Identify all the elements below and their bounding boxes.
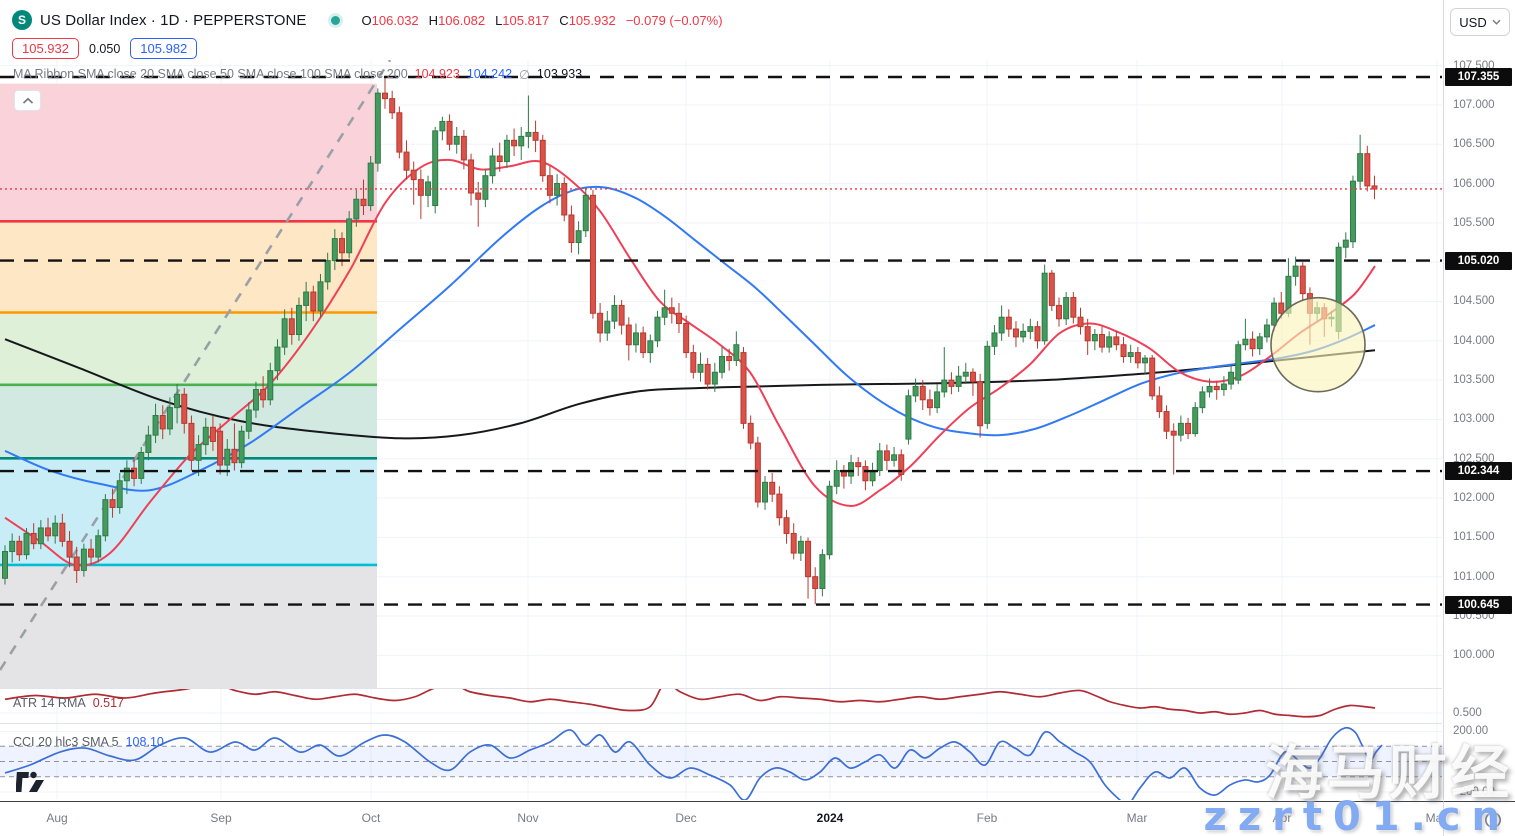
price-tick-label: 102.500 [1453, 452, 1495, 465]
price-level-badge[interactable]: 100.645 [1445, 595, 1512, 614]
candlestick-series [2, 78, 1378, 605]
atr-legend[interactable]: ATR 14 RMA 0.517 [13, 696, 124, 710]
cci-tick-label: 200.00 [1453, 725, 1489, 737]
high-label: H [428, 12, 439, 28]
price-tick-label: 104.000 [1453, 334, 1495, 347]
sma50-value: 104.242 [466, 67, 513, 81]
sma50-line[interactable] [4, 185, 1376, 492]
close-label: C [559, 12, 569, 28]
cci-line [4, 726, 1383, 800]
low-label: L [495, 12, 503, 28]
time-axis-label: 2024 [816, 811, 844, 825]
price-tick-label: 107.000 [1453, 98, 1495, 111]
currency-select[interactable]: USD [1450, 8, 1510, 36]
pivot-zones [0, 83, 377, 688]
close-value: 105.932 [568, 12, 616, 28]
time-axis-label: Nov [517, 811, 539, 825]
time-axis-label: Mar [1126, 811, 1148, 825]
low-value: 105.817 [502, 12, 550, 28]
atr-pane [4, 689, 1376, 718]
price-tick-label: 106.000 [1453, 177, 1495, 190]
sma20-value: 104.923 [414, 67, 460, 81]
time-axis-label: May [1425, 811, 1449, 825]
atr-tick-label: 0.500 [1453, 707, 1482, 719]
price-level-badge[interactable]: 102.344 [1445, 462, 1512, 480]
high-value: 106.082 [438, 12, 486, 28]
cci-value: 108.10 [125, 735, 164, 749]
market-open-dot-icon [330, 15, 340, 25]
time-axis-label: Aug [46, 811, 68, 825]
price-tick-label: 103.000 [1453, 413, 1495, 426]
price-axis[interactable]: USD 100.000 100.500 101.000 101.500 102.000 1… [1443, 0, 1515, 800]
sell-button[interactable]: 105.932 [12, 38, 79, 59]
symbol-logo[interactable]: S [12, 10, 32, 30]
tradingview-logo-icon[interactable] [15, 770, 48, 799]
time-axis-label: Sep [210, 811, 232, 825]
chevron-up-icon [22, 97, 33, 104]
chevron-down-icon [1492, 19, 1501, 25]
price-tick-label: 101.000 [1453, 570, 1495, 583]
price-tick-label: 106.500 [1453, 138, 1495, 151]
buy-button[interactable]: 105.982 [130, 38, 198, 59]
symbol-logo-letter: S [17, 13, 26, 27]
price-level-badge[interactable]: 105.020 [1445, 251, 1512, 270]
time-axis-label: Feb [976, 811, 998, 825]
collapse-indicator-button[interactable] [14, 90, 41, 111]
key-levels [0, 75, 1442, 606]
ohlc-readout: O106.032 H106.082 L105.817 C105.932 −0.0… [362, 13, 723, 28]
time-axis-label: Oct [361, 811, 381, 825]
price-tick-label: 103.500 [1453, 374, 1495, 387]
open-label: O [361, 12, 372, 28]
trendline[interactable] [0, 60, 392, 671]
time-axis[interactable]: Aug Sep Oct Nov Dec 2024 Feb Mar Apr May [0, 801, 1448, 836]
atr-line [4, 689, 1376, 718]
ma-ribbon-label: MA Ribbon SMA close 20 SMA close 50 SMA … [13, 67, 408, 81]
symbol-title[interactable]: US Dollar Index · 1D · PEPPERSTONE [40, 11, 307, 29]
symbol-header: S US Dollar Index · 1D · PEPPERSTONE O10… [12, 8, 723, 32]
cci-pane [0, 726, 1442, 800]
currency-label: USD [1459, 14, 1487, 30]
ma-ribbon-legend[interactable]: MA Ribbon SMA close 20 SMA close 50 SMA … [13, 67, 582, 82]
price-tick-label: 105.500 [1453, 216, 1495, 229]
atr-label: ATR 14 RMA [13, 696, 86, 710]
price-tick-label: 102.000 [1453, 492, 1495, 505]
spread-value: 0.050 [89, 41, 121, 56]
price-tick-label: 101.500 [1453, 531, 1495, 544]
price-level-badge[interactable]: 107.355 [1445, 68, 1512, 86]
bid-ask-row: 105.932 0.050 105.982 [12, 38, 198, 59]
cci-label: CCI 20 hlc3 SMA 5 [13, 735, 119, 749]
axis-settings-icon[interactable] [1483, 810, 1503, 835]
open-value: 106.032 [371, 12, 419, 28]
price-tick-label: 104.500 [1453, 295, 1495, 308]
axis-corner [1443, 801, 1515, 836]
cci-legend[interactable]: CCI 20 hlc3 SMA 5 108.10 [13, 735, 164, 749]
atr-value: 0.517 [92, 696, 124, 710]
price-tick-label: 100.000 [1453, 649, 1495, 662]
cci-tick-label: −200.00 [1453, 786, 1495, 798]
time-axis-label: Dec [675, 811, 697, 825]
sma100-value: ∅ [519, 68, 530, 82]
sma200-value: 103.933 [536, 67, 583, 81]
highlight-circle[interactable] [1270, 296, 1366, 393]
change-value: −0.079 (−0.07%) [625, 12, 723, 28]
time-axis-label: Apr [1272, 811, 1292, 825]
